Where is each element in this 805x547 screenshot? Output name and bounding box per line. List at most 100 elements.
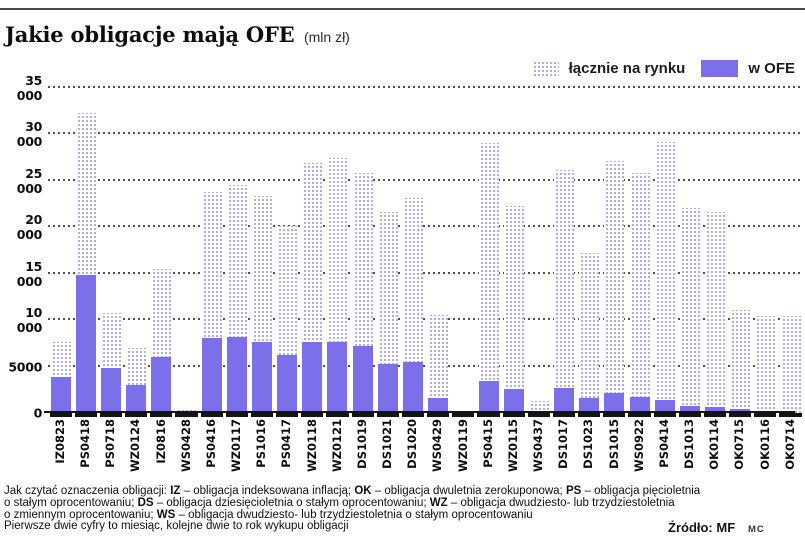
legend-item-market: łącznie na rynku (531, 60, 685, 77)
x-axis-label: WZ0119 (455, 419, 470, 473)
bar-group (350, 88, 375, 417)
x-tick: IZ0816 (149, 419, 174, 481)
bar-ofe (679, 405, 700, 413)
footer-text: – obligacja pięcioletnia (581, 485, 701, 497)
bar-group (400, 88, 425, 417)
x-axis-label: PS0417 (279, 419, 294, 468)
x-axis-label: WZ0121 (329, 419, 344, 473)
bar-group (602, 88, 627, 417)
bar-group (300, 88, 325, 417)
bond-code: DS (137, 496, 154, 509)
x-tick: WZ0124 (124, 419, 149, 481)
x-axis: IZ0823 PS0418 PS0718 WZ0124 IZ0816 WS0428 PS04… (48, 419, 803, 481)
x-tick: WZ0121 (325, 419, 350, 481)
footer-line: Jak czytać oznaczenia obligacji: IZ – ob… (4, 485, 799, 498)
x-axis-label: OK0714 (782, 419, 797, 470)
bar-group (652, 88, 677, 417)
gridline (48, 225, 803, 228)
bar-group (677, 88, 702, 417)
bond-code: WS (156, 508, 176, 521)
x-axis-label: PS0718 (103, 419, 118, 468)
bond-code: WZ (429, 496, 448, 509)
credit-label: MC (748, 524, 765, 535)
bar-group (627, 88, 652, 417)
bar-ofe (352, 346, 373, 413)
x-axis-label: DS1017 (556, 419, 571, 469)
bar-group (98, 88, 123, 417)
bar-group (551, 88, 576, 417)
bar-market (730, 309, 751, 413)
x-axis-label: DS1020 (405, 419, 420, 469)
x-tick: WS0429 (426, 419, 451, 481)
footer-text: – obligacja dwudziesto- lub trzydziestol… (175, 508, 533, 521)
x-axis-label: DS1023 (581, 419, 596, 469)
bar-group (753, 88, 778, 417)
bar-group (778, 88, 803, 417)
page-title: Jakie obligacje mają OFE (5, 22, 295, 47)
top-divider (0, 8, 805, 10)
footer-text: – obligacja dwuletnia zerokuponowa; (371, 485, 566, 497)
x-tick: WZ0117 (224, 419, 249, 481)
bar-ofe (428, 398, 449, 413)
x-tick: DS1023 (577, 419, 602, 481)
legend-item-ofe: w OFE (701, 60, 795, 77)
x-tick: OK0714 (778, 419, 803, 481)
bar-ofe (554, 387, 575, 413)
x-tick: OK0715 (728, 419, 753, 481)
y-tick-label: 30 000 (16, 119, 43, 150)
gridline (48, 178, 803, 181)
x-axis-label: PS0416 (203, 419, 218, 468)
bar-ofe (327, 341, 348, 413)
x-tick: WS0922 (627, 419, 652, 481)
bar-market (780, 315, 801, 413)
x-axis-label: PS0414 (656, 419, 671, 468)
x-axis-label: WZ0115 (505, 419, 520, 473)
y-tick-label: 0 (33, 405, 43, 421)
dotted-swatch-icon (531, 60, 559, 77)
gridline (48, 271, 803, 274)
bar-ofe (50, 376, 71, 413)
y-tick-label: 10 000 (16, 305, 43, 336)
x-tick: PS1016 (249, 419, 274, 481)
gridline (48, 364, 803, 367)
bar-market (629, 172, 650, 413)
bar-ofe (478, 381, 499, 413)
x-axis-label: DS1019 (354, 419, 369, 469)
x-axis-label: WZ0118 (304, 419, 319, 473)
bar-ofe (604, 392, 625, 413)
y-axis: 0 5000 10 000 15 000 20 000 25 000 30 000 35 00… (0, 73, 44, 421)
footer-text: Jak czytać oznaczenia obligacji: (4, 485, 171, 497)
plot-area (48, 88, 803, 417)
bar-market (528, 400, 549, 413)
bar-group (526, 88, 551, 417)
x-tick: DS1017 (551, 419, 576, 481)
y-tick-label: 20 000 (16, 212, 43, 243)
source-label: Źródło: MF (668, 520, 736, 535)
x-axis-label: WS0429 (430, 419, 445, 472)
footer-text: o stałym oprocentowaniu; (4, 496, 138, 509)
x-axis-label: WS0437 (531, 419, 546, 472)
x-tick: WZ0118 (300, 419, 325, 481)
bar-group (174, 88, 199, 417)
x-tick: DS1020 (400, 419, 425, 481)
bar-market (554, 169, 575, 413)
x-axis-label: PS0415 (480, 419, 495, 468)
legend: łącznie na rynku w OFE (531, 60, 795, 77)
page-subtitle: (mln zł) (303, 29, 350, 45)
x-tick: PS0718 (98, 419, 123, 481)
x-tick: PS0417 (275, 419, 300, 481)
bar-group (325, 88, 350, 417)
bar-group (48, 88, 73, 417)
x-tick: WZ0119 (451, 419, 476, 481)
x-axis-label: OK0116 (757, 419, 772, 470)
bar-group (702, 88, 727, 417)
x-axis-label: WZ0124 (128, 419, 143, 473)
bar-ofe (75, 274, 96, 413)
bar-ofe (629, 397, 650, 413)
bond-code: OK (354, 485, 372, 497)
bar-ofe (151, 357, 172, 413)
gridline (48, 86, 803, 88)
bar-market (755, 316, 776, 413)
bar-ofe (226, 336, 247, 413)
bar-group (426, 88, 451, 417)
